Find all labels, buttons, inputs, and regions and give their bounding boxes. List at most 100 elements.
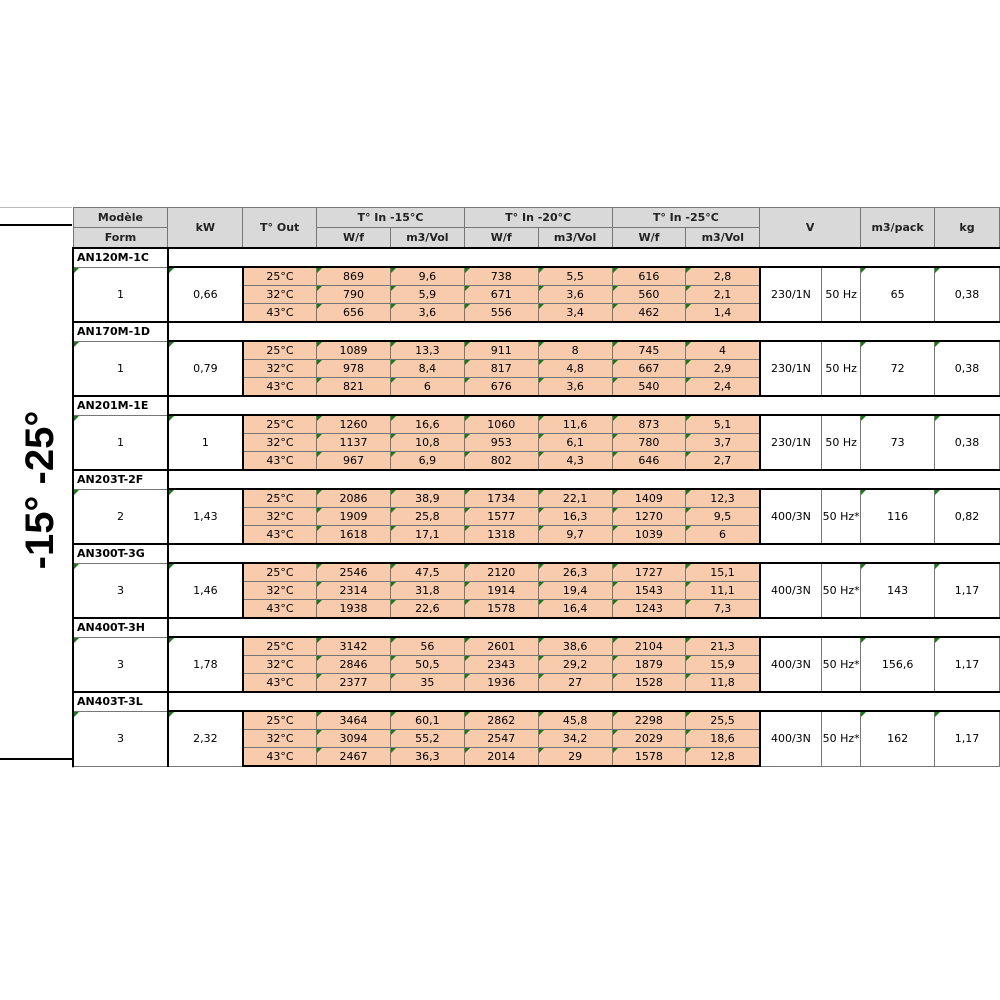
m3vol-25-cell: 2,1: [685, 285, 761, 304]
m3vol-20-cell: 34,2: [537, 729, 613, 748]
wf-20-cell: 556: [463, 303, 539, 323]
table-row: 1 1 25°C 1260 16,6 1060 11,6 873 5,1 230/1N 50 Hz 7…: [72, 414, 1000, 471]
wf-15-cell: 3464: [316, 710, 391, 730]
wf-25-cell: 2104: [611, 636, 687, 656]
voltage-cell: 230/1N: [759, 340, 823, 397]
frequency-cell: 50 Hz*: [821, 636, 862, 693]
frequency-cell: 50 Hz*: [821, 710, 862, 767]
header-form: Form: [72, 227, 169, 249]
wf-15-cell: 3142: [316, 636, 391, 656]
wf-20-cell: 911: [463, 340, 539, 360]
wf-20-cell: 1734: [463, 488, 539, 508]
kg-cell: 0,38: [934, 414, 1000, 471]
m3vol-25-cell: 1,4: [685, 303, 761, 323]
m3vol-25-cell: 2,7: [685, 451, 761, 471]
voltage-cell: 230/1N: [759, 414, 823, 471]
t-out-cell: 25°C: [242, 636, 318, 656]
m3vol-20-cell: 4,3: [537, 451, 613, 471]
wf-25-cell: 1270: [611, 507, 687, 526]
m3vol-15-cell: 3,6: [389, 303, 465, 323]
kw-cell: 1,78: [167, 636, 244, 693]
wf-25-cell: 1528: [611, 673, 687, 693]
wf-15-cell: 1938: [316, 599, 391, 619]
kw-cell: 0,79: [167, 340, 244, 397]
t-out-cell: 43°C: [242, 599, 318, 619]
m3vol-25-cell: 3,7: [685, 433, 761, 452]
table-row: 43°C 1938 22,6 1578 16,4 1243 7,3: [73, 599, 1000, 619]
wf-15-cell: 790: [316, 285, 391, 304]
spacer: [167, 691, 1000, 712]
form-cell: 1: [72, 414, 169, 471]
m3vol-25-cell: 15,9: [685, 655, 761, 674]
wf-15-cell: 1137: [316, 433, 391, 452]
wf-25-cell: 616: [611, 266, 687, 286]
header-row-1: Modèle kW T° Out T° In -15°C T° In -20°C…: [72, 207, 1000, 249]
kw-cell: 1: [167, 414, 244, 471]
kg-cell: 1,17: [934, 710, 1000, 767]
model-name-row: AN203T-2F: [72, 469, 1000, 490]
m3vol-20-cell: 3,4: [537, 303, 613, 323]
m3pack-cell: 162: [860, 710, 936, 767]
frequency-cell: 50 Hz*: [821, 562, 862, 619]
wf-25-cell: 1879: [611, 655, 687, 674]
table-row: 43°C 967 6,9 802 4,3 646 2,7: [73, 451, 1000, 471]
m3vol-15-cell: 6,9: [389, 451, 465, 471]
wf-20-cell: 1318: [463, 525, 539, 545]
wf-20-cell: 2120: [463, 562, 539, 582]
table-row: 3 2,32 25°C 3464 60,1 2862 45,8 2298 25,5 400/3N 5…: [72, 710, 1000, 767]
table-row: 32°C 978 8,4 817 4,8 667 2,9: [73, 359, 1000, 378]
spacer: [167, 321, 1000, 342]
m3vol-25-cell: 4: [685, 340, 761, 360]
wf-20-cell: 2547: [463, 729, 539, 748]
m3vol-20-cell: 16,4: [537, 599, 613, 619]
header-wf: W/f: [463, 227, 539, 249]
m3pack-cell: 116: [860, 488, 936, 545]
kg-cell: 1,17: [934, 562, 1000, 619]
m3vol-15-cell: 35: [389, 673, 465, 693]
table-row: 3 1,78 25°C 3142 56 2601 38,6 2104 21,3 400/3N 50 …: [72, 636, 1000, 693]
header-m3vol: m3/Vol: [537, 227, 613, 249]
form-cell: 1: [72, 340, 169, 397]
kg-cell: 0,82: [934, 488, 1000, 545]
table-row: 1 0,66 25°C 869 9,6 738 5,5 616 2,8 230/1N 50 Hz 65…: [72, 266, 1000, 323]
m3vol-15-cell: 36,3: [389, 747, 465, 767]
table-row: 32°C 2314 31,8 1914 19,4 1543 11,1: [73, 581, 1000, 600]
model-name-row: AN170M-1D: [72, 321, 1000, 342]
m3vol-15-cell: 9,6: [389, 266, 465, 286]
form-cell: 3: [72, 710, 169, 767]
header-m3vol: m3/Vol: [389, 227, 465, 249]
t-out-cell: 32°C: [242, 729, 318, 748]
kw-cell: 1,46: [167, 562, 244, 619]
m3vol-15-cell: 50,5: [389, 655, 465, 674]
m3vol-25-cell: 25,5: [685, 710, 761, 730]
table-row: 43°C 2467 36,3 2014 29 1578 12,8: [73, 747, 1000, 767]
model-name: AN201M-1E: [72, 395, 169, 416]
m3vol-15-cell: 13,3: [389, 340, 465, 360]
m3vol-25-cell: 5,1: [685, 414, 761, 434]
wf-20-cell: 676: [463, 377, 539, 397]
wf-20-cell: 2601: [463, 636, 539, 656]
wf-25-cell: 1409: [611, 488, 687, 508]
header-t-in-15: T° In -15°C: [316, 207, 465, 228]
table-row: 43°C 656 3,6 556 3,4 462 1,4: [73, 303, 1000, 323]
m3vol-20-cell: 45,8: [537, 710, 613, 730]
m3vol-20-cell: 19,4: [537, 581, 613, 600]
m3vol-25-cell: 2,8: [685, 266, 761, 286]
m3vol-15-cell: 10,8: [389, 433, 465, 452]
wf-15-cell: 1260: [316, 414, 391, 434]
wf-25-cell: 667: [611, 359, 687, 378]
header-m3vol: m3/Vol: [685, 227, 761, 249]
m3vol-20-cell: 29,2: [537, 655, 613, 674]
wf-20-cell: 2014: [463, 747, 539, 767]
m3vol-20-cell: 3,6: [537, 377, 613, 397]
wf-20-cell: 738: [463, 266, 539, 286]
m3vol-15-cell: 8,4: [389, 359, 465, 378]
wf-20-cell: 953: [463, 433, 539, 452]
t-out-cell: 25°C: [242, 414, 318, 434]
wf-15-cell: 2546: [316, 562, 391, 582]
m3vol-25-cell: 15,1: [685, 562, 761, 582]
header-kg: kg: [934, 207, 1000, 249]
model-name-row: AN400T-3H: [72, 617, 1000, 638]
wf-20-cell: 2343: [463, 655, 539, 674]
m3vol-25-cell: 11,1: [685, 581, 761, 600]
